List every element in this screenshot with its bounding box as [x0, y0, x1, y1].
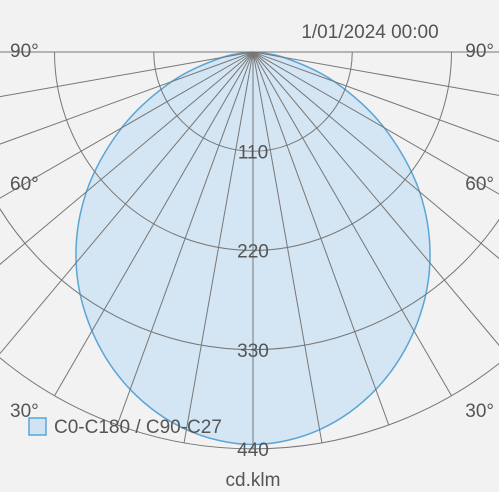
legend-label: C0-C180 / C90-C27 — [54, 417, 222, 438]
angle-label-right-90: 90° — [465, 41, 494, 62]
radial-tick-label-110: 110 — [238, 142, 268, 163]
grid-spoke — [252, 51, 499, 260]
grid-spoke — [252, 51, 452, 397]
unit-label: cd.klm — [226, 470, 281, 491]
grid-spoke — [252, 51, 499, 143]
grid-spoke — [252, 51, 390, 426]
grid-spoke — [116, 51, 254, 426]
grid-spoke — [183, 51, 254, 444]
angle-label-left-90: 90° — [10, 41, 39, 62]
grid-spoke — [252, 51, 323, 444]
angle-label-right-60: 60° — [465, 174, 494, 195]
legend-swatch — [28, 417, 47, 436]
grid-spoke — [252, 51, 499, 195]
grid-spoke — [0, 51, 254, 355]
grid-spoke — [252, 51, 499, 346]
grid-spoke — [54, 51, 254, 397]
grid-spoke — [0, 51, 254, 98]
radial-tick-label-220: 220 — [237, 242, 269, 263]
angle-label-left-30: 30° — [10, 401, 39, 422]
angle-label-left-60: 60° — [10, 174, 39, 195]
radial-tick-label-330: 330 — [237, 341, 269, 362]
radial-tick-label-440: 440 — [237, 440, 269, 461]
grid-spoke — [252, 51, 499, 96]
radial-tick-labels: 110 220 330 440 — [237, 142, 269, 461]
polar-grid — [0, 51, 499, 450]
grid-spoke — [0, 51, 254, 265]
chart-title: 1/01/2024 00:00 — [301, 22, 438, 43]
grid-spoke — [0, 51, 254, 145]
grid-spoke — [0, 51, 254, 199]
angle-label-right-30: 30° — [465, 401, 494, 422]
